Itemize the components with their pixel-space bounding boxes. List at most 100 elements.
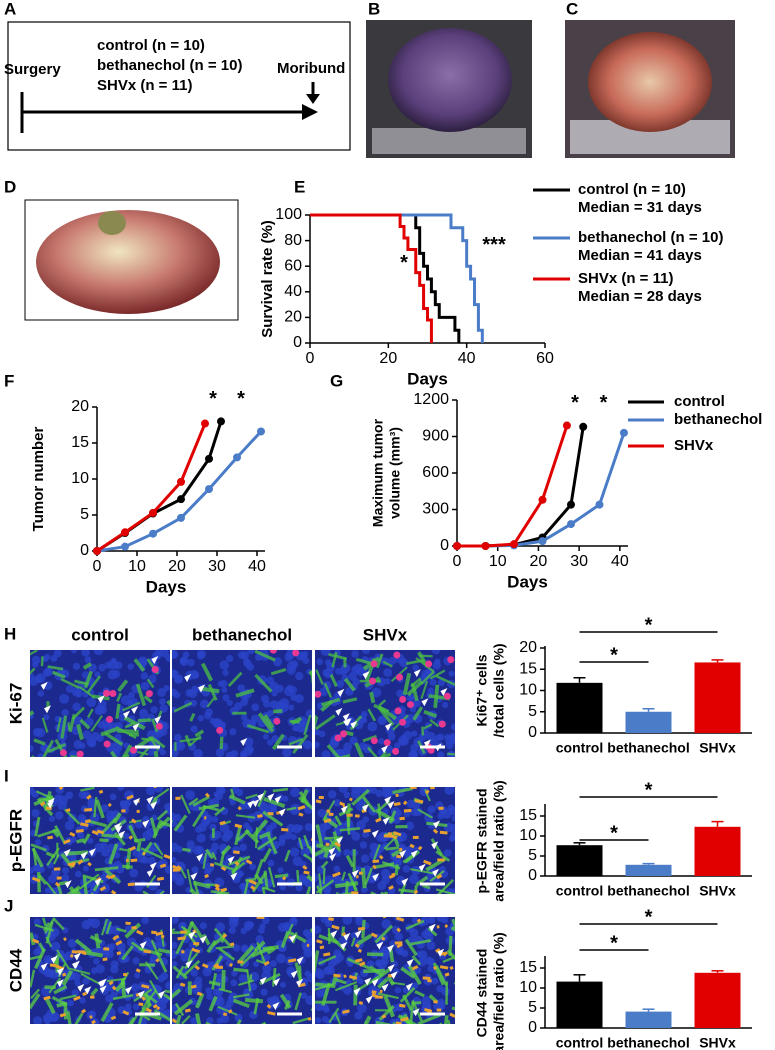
nucleus (55, 787, 65, 794)
nucleus (426, 731, 436, 742)
nucleus (90, 812, 100, 823)
stain (370, 737, 378, 745)
nucleus (140, 672, 149, 680)
fiber (137, 718, 151, 723)
nucleus (263, 700, 271, 708)
nucleus (242, 695, 249, 703)
nucleus (286, 661, 297, 672)
stain (109, 690, 117, 698)
nucleus (269, 960, 277, 968)
nucleus (91, 732, 100, 741)
stain (129, 845, 136, 852)
nucleus (240, 752, 248, 757)
nucleus (51, 869, 59, 877)
nucleus (190, 725, 198, 733)
stain (341, 932, 347, 937)
nucleus (359, 841, 368, 849)
nucleus (87, 837, 94, 844)
stain (220, 865, 227, 872)
nucleus (74, 689, 83, 698)
stain (396, 673, 404, 681)
point (567, 520, 575, 529)
nucleus (300, 977, 308, 985)
x-tick-label: 40 (611, 553, 629, 570)
arrowhead (340, 941, 348, 950)
stain (382, 917, 387, 919)
fiber (41, 717, 49, 733)
micrograph (172, 650, 312, 757)
fiber (157, 816, 170, 830)
nucleus (255, 653, 263, 661)
fiber (54, 825, 67, 845)
arrowhead (364, 977, 372, 986)
stain (406, 701, 414, 709)
fiber (320, 700, 334, 712)
fiber (202, 852, 208, 869)
arrowhead (125, 986, 133, 995)
fiber (116, 726, 137, 739)
fiber (274, 873, 289, 879)
nucleus (165, 654, 170, 662)
fiber (122, 701, 141, 712)
fiber (53, 984, 68, 995)
stain (443, 692, 451, 700)
arrowhead (63, 848, 71, 857)
nucleus (196, 652, 205, 660)
micrograph (315, 787, 455, 894)
fiber (117, 679, 129, 693)
nucleus (40, 986, 51, 997)
fiber (202, 933, 211, 946)
nucleus (358, 742, 367, 751)
arrowhead (410, 849, 418, 858)
fiber (262, 847, 272, 863)
stain (399, 718, 407, 726)
nucleus (157, 996, 164, 1004)
fiber (153, 750, 159, 757)
stain (102, 957, 108, 962)
arrowhead (337, 688, 345, 697)
legend-median: Median = 41 days (578, 247, 702, 264)
arrowhead (381, 983, 389, 992)
stain (222, 933, 228, 939)
nucleus (172, 873, 177, 882)
stain (63, 937, 67, 941)
nucleus (153, 787, 164, 793)
y-tick-label: 900 (422, 428, 449, 445)
schematic-group: bethanechol (n = 10) (97, 57, 242, 74)
nucleus (172, 747, 179, 757)
arrowhead (278, 808, 286, 817)
nucleus (226, 654, 234, 663)
y-tick-label: 15 (519, 807, 537, 824)
fiber (67, 722, 71, 731)
stain (267, 1010, 276, 1016)
fiber (60, 677, 80, 689)
stain (326, 809, 331, 814)
stain (250, 885, 256, 891)
fiber (292, 734, 309, 754)
arrowhead (131, 706, 139, 715)
nucleus (315, 873, 320, 882)
fiber (273, 709, 283, 714)
x-tick-label: 40 (458, 350, 476, 367)
x-tick-label: 40 (248, 558, 266, 575)
x-tick-label: 10 (489, 553, 507, 570)
stain (160, 934, 165, 939)
fiber (235, 688, 255, 698)
nucleus (375, 789, 384, 798)
fiber (51, 828, 60, 838)
stain (425, 660, 433, 668)
fiber (402, 994, 413, 1011)
stain (228, 1009, 233, 1014)
arrowhead (151, 656, 159, 665)
stain (67, 862, 75, 868)
fiber (377, 992, 399, 1000)
nucleus (97, 721, 106, 729)
nucleus (288, 685, 298, 695)
fiber (400, 966, 416, 979)
nucleus (35, 728, 46, 738)
fiber (193, 880, 211, 889)
x-tick-label: control (556, 1035, 603, 1050)
fiber (430, 669, 446, 680)
fiber (128, 824, 139, 844)
